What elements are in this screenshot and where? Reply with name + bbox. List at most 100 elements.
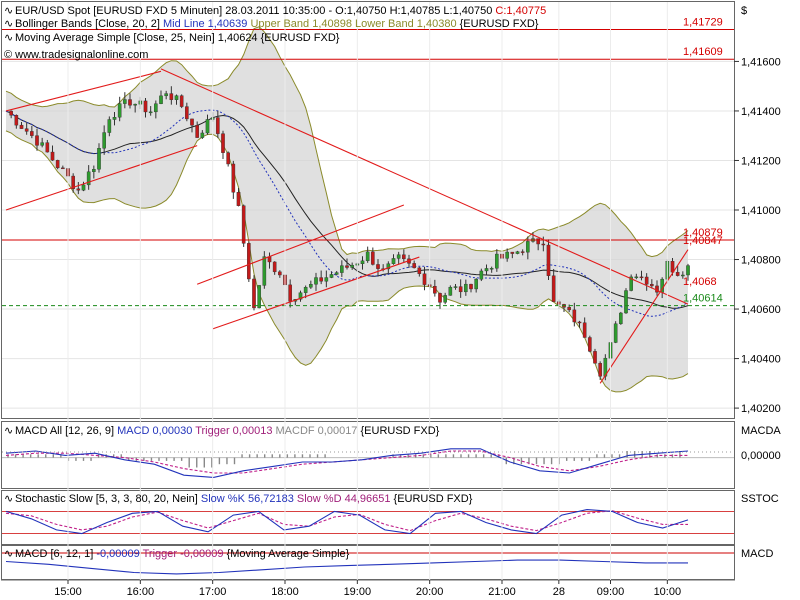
candle-body <box>329 274 334 278</box>
candle-body <box>123 99 127 104</box>
bollinger-legend: Bollinger Bands [Close, 20, 2] Mid Line … <box>15 18 539 30</box>
candle-body <box>107 119 112 133</box>
candle-body <box>159 95 163 104</box>
candle-body <box>598 363 602 377</box>
candle-body <box>319 277 323 282</box>
candle-body <box>226 152 230 165</box>
legend-icon-2: ∿ <box>4 18 13 30</box>
candle-body <box>334 272 339 275</box>
candle-body <box>216 117 220 134</box>
time-tick-label: 15:00 <box>54 586 82 598</box>
candle-body <box>231 163 236 193</box>
price-tick-label: 1,40800 <box>741 255 781 267</box>
candle-body <box>681 274 685 277</box>
candle-body <box>675 272 680 276</box>
candle-body <box>350 264 354 268</box>
candle-body <box>221 133 225 153</box>
candle-body <box>629 276 633 291</box>
slow-d-line <box>5 510 688 532</box>
candle-body <box>97 148 101 170</box>
level-label: 1,40879 <box>683 227 723 239</box>
candle-body <box>577 321 582 324</box>
candle-body <box>588 337 592 352</box>
candle-body <box>143 100 148 113</box>
sstoc-label: SSTOC <box>741 493 779 505</box>
candle-body <box>200 132 205 138</box>
time-tick-label: 21:00 <box>488 586 516 598</box>
candle-body <box>686 265 690 276</box>
candle-body <box>55 160 60 169</box>
time-tick-label: 17:00 <box>199 586 227 598</box>
candle-body <box>298 292 303 300</box>
trendline <box>5 145 198 211</box>
candle-body <box>619 312 623 324</box>
candle-body <box>19 124 24 129</box>
macd2-line <box>5 559 688 575</box>
candle-body <box>61 167 65 170</box>
candle-body <box>252 278 256 309</box>
level-label: 1,40614 <box>683 293 723 305</box>
time-tick-label: 28 <box>553 586 565 598</box>
candle-body <box>474 279 478 290</box>
candle-body <box>505 251 509 259</box>
trendline <box>160 68 689 305</box>
trendline <box>212 256 420 330</box>
candle-body <box>510 251 515 254</box>
price-tick-label: 1,41400 <box>741 106 781 118</box>
time-tick-label: 19:00 <box>344 586 372 598</box>
candle-body <box>572 309 577 323</box>
candle-body <box>71 175 75 189</box>
candle-body <box>262 256 267 286</box>
candle-body <box>309 284 313 288</box>
candle-body <box>50 151 55 161</box>
candle-body <box>102 132 106 149</box>
watermark: © www.tradesignalonline.com <box>4 49 148 61</box>
candle-body <box>86 171 91 186</box>
slow-k-line <box>5 509 689 535</box>
candle-body <box>495 253 499 269</box>
level-label: 1,4068 <box>683 276 717 288</box>
candle-body <box>9 110 13 116</box>
candle-body <box>464 283 468 293</box>
level-label: 1,40847 <box>683 235 723 247</box>
level-label: 1,41729 <box>683 16 723 28</box>
macd2-label: MACD <box>741 548 773 560</box>
candle-body <box>303 287 308 293</box>
time-tick-label: 16:00 <box>127 586 155 598</box>
candle-body <box>489 268 494 270</box>
trendline <box>196 204 405 285</box>
price-tick-label: 1,40400 <box>741 354 781 366</box>
candle-body <box>360 260 365 265</box>
candle-body <box>650 283 654 287</box>
candle-body <box>128 99 132 106</box>
candle-body <box>30 131 34 136</box>
candle-body <box>520 251 525 253</box>
candle-body <box>458 286 463 293</box>
candle-body <box>634 276 639 279</box>
candle-body <box>376 264 380 269</box>
macd2-legend: ∿ MACD [6, 12, 1] -0,00009 Trigger -0,00… <box>4 548 773 560</box>
candle-body <box>396 254 401 259</box>
legend: ∿ EUR/USD Spot [EURUSD FXD 5 Minuten] 28… <box>4 5 747 61</box>
candle-body <box>148 111 153 114</box>
candle-body <box>567 307 571 311</box>
candle-body <box>340 265 344 273</box>
candle-body <box>365 251 370 262</box>
time-tick-label: 10:00 <box>654 586 682 598</box>
candle-body <box>179 95 184 107</box>
svg-text:MACD [6, 12, 1] -0,00009 Trigg: MACD [6, 12, 1] -0,00009 Trigger -0,0000… <box>15 548 350 560</box>
price-tick-label: 1,41200 <box>741 155 781 167</box>
candle-body <box>288 284 292 302</box>
stochastic-legend: ∿ Stochastic Slow [5, 3, 3, 80, 20, Nein… <box>4 493 779 505</box>
candle-body <box>257 285 261 309</box>
symbol-header: EUR/USD Spot [EURUSD FXD 5 Minuten] 28.0… <box>15 5 546 17</box>
svg-text:∿: ∿ <box>4 548 13 560</box>
candle-body <box>484 268 489 272</box>
macd-line <box>5 448 689 478</box>
candle-body <box>479 270 484 280</box>
svg-text:MACD All [12, 26, 9] MACD 0,00: MACD All [12, 26, 9] MACD 0,00030 Trigge… <box>15 425 440 437</box>
candle-body <box>205 119 210 134</box>
candle-body <box>14 115 19 126</box>
candle-body <box>417 267 422 274</box>
candle-body <box>241 205 246 244</box>
